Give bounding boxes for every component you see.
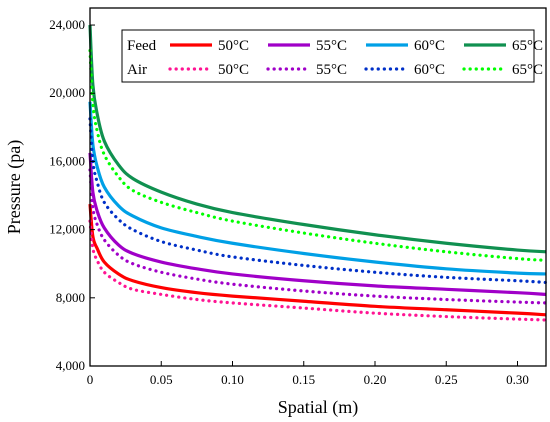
legend: Feed 50°C 55°C 60°C 65°C Air 50°C 55°C 60°C 65°C: [121, 29, 543, 83]
legend-entry-label: 55°C: [316, 62, 347, 78]
y-tick-label: 8,000: [56, 290, 85, 305]
legend-entry-label: 55°C: [316, 38, 347, 54]
y-tick-label: 4,000: [56, 358, 85, 373]
series-line-air-7: [88, 49, 548, 262]
x-tick-label: 0.25: [435, 372, 458, 387]
legend-entry-label: 60°C: [414, 62, 445, 78]
plot-lines: [88, 24, 548, 322]
legend-entry-label: 65°C: [512, 38, 543, 54]
legend-entry-label: 50°C: [218, 62, 249, 78]
series-line-air-4: [88, 219, 548, 322]
x-tick-label: 0.15: [292, 372, 315, 387]
x-tick-label: 0: [87, 372, 94, 387]
plot-frame: [89, 7, 547, 367]
y-tick-label: 24,000: [49, 17, 85, 32]
x-tick-label: 0.20: [364, 372, 387, 387]
legend-row-label-feed: Feed: [127, 38, 157, 54]
x-tick-label: 0.05: [150, 372, 173, 387]
y-tick-label: 16,000: [49, 153, 85, 168]
legend-entry-label: 50°C: [218, 38, 249, 54]
x-tick-label: 0.10: [221, 372, 244, 387]
legend-entry-label: 65°C: [512, 62, 543, 78]
y-axis: 4,000 8,000 12,000 16,000 20,000 24,000: [49, 17, 95, 373]
series-line-feed-0: [88, 203, 547, 317]
x-axis-label: Spatial (m): [278, 397, 358, 418]
y-axis-label: Pressure (pa): [4, 140, 25, 234]
y-tick-label: 20,000: [49, 85, 85, 100]
series-line-feed-3: [88, 24, 547, 254]
legend-row-label-air: Air: [127, 62, 147, 78]
series-line-feed-2: [88, 101, 547, 276]
x-axis: 0 0.05 0.10 0.15 0.20 0.25 0.30: [87, 361, 529, 387]
y-tick-label: 12,000: [49, 222, 85, 237]
x-tick-label: 0.30: [506, 372, 529, 387]
legend-box: [121, 29, 535, 83]
series-line-air-6: [88, 117, 548, 285]
legend-entry-label: 60°C: [414, 38, 445, 54]
series-line-feed-1: [88, 152, 547, 296]
